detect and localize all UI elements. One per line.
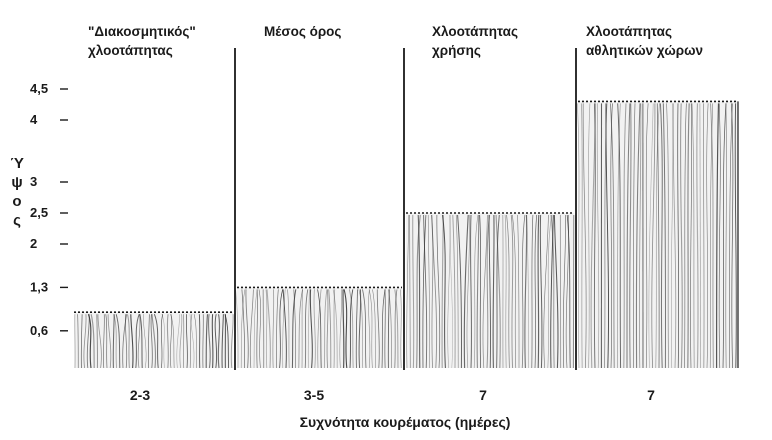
frequency-label-3: 7 bbox=[479, 387, 487, 403]
y-tick-label: 4,5 bbox=[30, 81, 48, 96]
y-tick-label: 4 bbox=[30, 112, 38, 127]
frequency-labels: 2-3 3-5 7 7 bbox=[130, 387, 655, 403]
y-tick-label: 2 bbox=[30, 236, 37, 251]
y-axis-title-letter: ψ bbox=[11, 174, 22, 191]
y-tick-label: 0,6 bbox=[30, 323, 48, 338]
bar-2 bbox=[235, 286, 402, 369]
y-axis-title-letter: Ύ bbox=[10, 155, 24, 172]
frequency-label-2: 3-5 bbox=[304, 387, 324, 403]
bar-1 bbox=[74, 311, 234, 369]
y-tick-label: 1,3 bbox=[30, 279, 48, 294]
bar-3 bbox=[406, 212, 575, 369]
frequency-label-1: 2-3 bbox=[130, 387, 150, 403]
category-label-1: "Διακοσμητικός" bbox=[88, 24, 196, 39]
y-tick-label: 2,5 bbox=[30, 205, 48, 220]
bar-4 bbox=[577, 100, 738, 369]
category-label-3: χρήσης bbox=[432, 43, 481, 58]
category-label-4: Χλοοτάπητας bbox=[586, 24, 672, 39]
column-dividers bbox=[234, 48, 739, 370]
y-axis-title-letter: ς bbox=[13, 212, 21, 229]
category-labels: "Διακοσμητικός" χλοοτάπητας Μέσος όρος Χλοο… bbox=[88, 24, 703, 58]
x-axis-title: Συχνότητα κουρέματος (ημέρες) bbox=[300, 414, 511, 430]
frequency-label-4: 7 bbox=[647, 387, 655, 403]
y-axis-title-letter: ο bbox=[12, 193, 21, 210]
category-label-3: Χλοοτάπητας bbox=[432, 24, 518, 39]
category-label-2: Μέσος όρος bbox=[264, 24, 341, 39]
category-label-4: αθλητικών χώρων bbox=[586, 43, 703, 58]
y-tick-label: 3 bbox=[30, 174, 37, 189]
bars-group bbox=[74, 100, 738, 369]
category-label-1: χλοοτάπητας bbox=[88, 43, 173, 58]
y-axis: 0,6 1,3 2 2,5 3 4 4,5 bbox=[30, 81, 68, 338]
